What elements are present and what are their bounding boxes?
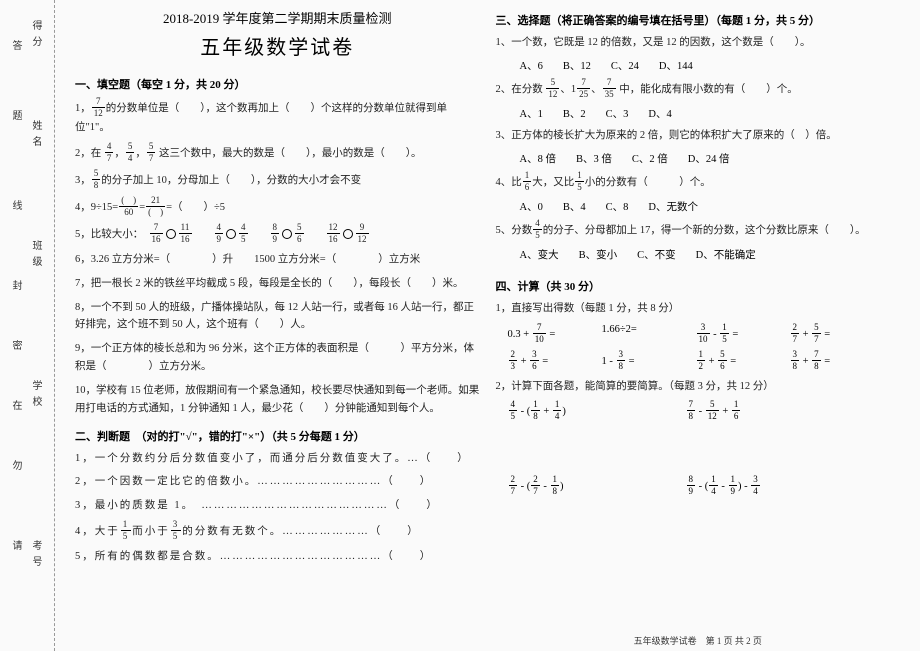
bind-label-score: 得分	[28, 20, 43, 52]
s1-q2: 2，在 47，54，57 这三个数中，最大的数是（ ），最小的数是（ ）。	[75, 143, 480, 164]
bind-hint-0: 答	[8, 40, 23, 56]
left-column: 2018-2019 学年度第二学期期末质量检测 五年级数学试卷 一、填空题（每空…	[67, 8, 488, 647]
s2-q3: 3，最小的质数是 1。 ………………………………………（ ）	[75, 497, 480, 515]
bind-label-school: 学校	[28, 380, 43, 412]
s3-q5: 5、分数45的分子、分母都加上 17，得一个新的分数，这个分数比原来（ ）。	[496, 220, 901, 241]
header-title: 五年级数学试卷	[75, 31, 480, 60]
s1-q7: 7，把一根长 2 米的铁丝平均截成 5 段，每段是全长的（ ），每段长（ ）米。	[75, 275, 480, 293]
exam-page: 得分 姓名 班级 学校 考号 答 题 线 封 密 在 勿 请 2018-2019…	[0, 0, 920, 651]
s3-q2-opts: A、1 B、2 C、3 D、4	[520, 106, 901, 121]
s4-b-row1: 45 - (18 + 14) 78 - 512 + 16	[508, 401, 901, 422]
s4-row2: 23 + 36 = 1 - 38 = 12 + 56 = 38 + 78 =	[508, 351, 901, 372]
s1-q8: 8，一个不到 50 人的班级，广播体操站队，每 12 人站一行，或者每 16 人…	[75, 299, 480, 335]
s1-q3: 3，58的分子加上 10，分母加上（ ），分数的大小才会不变	[75, 170, 480, 191]
s1-q6: 6，3.26 立方分米=（ ）升 1500 立方分米=（ ）立方米	[75, 251, 480, 269]
s3-q4: 4、比16大，又比15小的分数有（ ）个。	[496, 172, 901, 193]
s3-q2: 2、在分数 512、1725、735 中，能化成有限小数的有（ ）个。	[496, 79, 901, 100]
binding-margin: 得分 姓名 班级 学校 考号 答 题 线 封 密 在 勿 请	[0, 0, 55, 651]
section-4-title: 四、计算（共 30 分）	[496, 278, 901, 294]
right-column: 三、选择题（将正确答案的编号填在括号里）（每题 1 分，共 5 分） 1、一个数…	[488, 8, 909, 647]
s3-q3: 3、正方体的棱长扩大为原来的 2 倍，则它的体积扩大了原来的（ ）倍。	[496, 127, 901, 145]
s4-b-row2: 27 - (27 - 18) 89 - (14 - 19) - 34	[508, 476, 901, 497]
s2-q2: 2，一个因数一定比它的倍数小。…………………………（ ）	[75, 473, 480, 491]
content-area: 2018-2019 学年度第二学期期末质量检测 五年级数学试卷 一、填空题（每空…	[55, 0, 920, 651]
section-2-title: 二、判断题 （对的打"√"，错的打"×"）（共 5 分每题 1 分）	[75, 428, 480, 444]
header-subtitle: 2018-2019 学年度第二学期期末质量检测	[75, 8, 480, 27]
bind-hint-7: 请	[8, 540, 23, 556]
s3-q5-opts: A、变大 B、变小 C、不变 D、不能确定	[520, 247, 901, 262]
bind-hint-4: 密	[8, 340, 23, 356]
bind-label-class: 班级	[28, 240, 43, 272]
s4-b-title: 2，计算下面各题，能简算的要简算。（每题 3 分，共 12 分）	[496, 378, 901, 396]
s1-q1: 1，712的分数单位是（ ），这个数再加上（ ）个这样的分数单位就得到单位"1"…	[75, 98, 480, 137]
s3-q3-opts: A、8 倍 B、3 倍 C、2 倍 D、24 倍	[520, 151, 901, 166]
s4-row1: 0.3 + 710 = 1.66÷2= 310 - 15 = 27 + 57 =	[508, 324, 901, 345]
bind-hint-2: 线	[8, 200, 23, 216]
bind-label-examno: 考号	[28, 540, 43, 572]
s1-q5: 5，比较大小： 7161116 4945 8956 1216912	[75, 224, 480, 245]
s3-q4-opts: A、0 B、4 C、8 D、无数个	[520, 199, 901, 214]
section-3-title: 三、选择题（将正确答案的编号填在括号里）（每题 1 分，共 5 分）	[496, 12, 901, 28]
bind-hint-1: 题	[8, 110, 23, 126]
s1-q9: 9，一个正方体的棱长总和为 96 分米，这个正方体的表面积是（ ）平方分米，体积…	[75, 340, 480, 376]
s1-q10: 10，学校有 15 位老师，放假期间有一个紧急通知，校长要尽快通知到每一个老师。…	[75, 382, 480, 418]
bind-hint-3: 封	[8, 280, 23, 296]
s3-q1-opts: A、6 B、12 C、24 D、144	[520, 58, 901, 73]
s2-q5: 5，所有的偶数都是合数。…………………………………（ ）	[75, 548, 480, 566]
bind-hint-6: 勿	[8, 460, 23, 476]
s2-q4: 4，大于15而小于35的分数有无数个。…………………（ ）	[75, 521, 480, 542]
page-footer: 五年级数学试卷 第 1 页 共 2 页	[496, 630, 901, 647]
s1-q4: 4，9÷15=( )60=21( )=（ ）÷5	[75, 197, 480, 218]
s3-q1: 1、一个数，它既是 12 的倍数，又是 12 的因数，这个数是（ ）。	[496, 34, 901, 52]
s4-a-title: 1，直接写出得数（每题 1 分，共 8 分）	[496, 300, 901, 318]
bind-label-name: 姓名	[28, 120, 43, 152]
bind-hint-5: 在	[8, 400, 23, 416]
exam-header: 2018-2019 学年度第二学期期末质量检测 五年级数学试卷	[75, 8, 480, 60]
section-1-title: 一、填空题（每空 1 分，共 20 分）	[75, 76, 480, 92]
s2-q1: 1，一个分数约分后分数值变小了，而通分后分数值变大了。…（ ）	[75, 450, 480, 468]
